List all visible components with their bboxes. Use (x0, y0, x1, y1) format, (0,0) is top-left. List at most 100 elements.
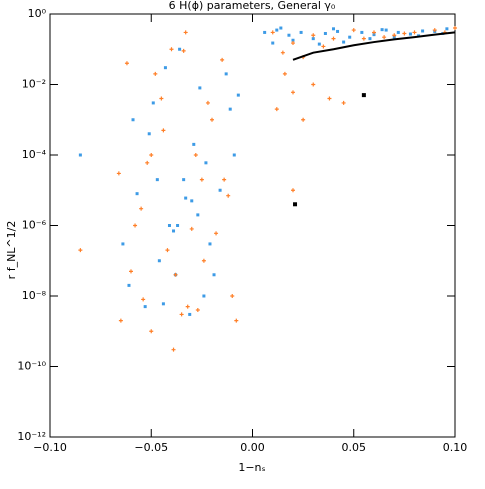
point (78, 153, 82, 157)
point (201, 258, 206, 263)
point (291, 41, 295, 46)
point (228, 107, 232, 111)
point (171, 347, 176, 352)
y-axis-label: r f_NL^1/2 (5, 221, 18, 280)
point (396, 30, 400, 34)
point (185, 304, 190, 309)
point (270, 30, 275, 35)
point (149, 329, 154, 334)
y-tick-label: 10⁻⁴ (22, 148, 47, 161)
point (147, 132, 151, 136)
point (372, 33, 376, 37)
point (190, 199, 194, 203)
point (205, 100, 210, 105)
plot-frame (49, 13, 456, 438)
point (287, 33, 291, 37)
point (151, 101, 155, 105)
point (167, 224, 171, 227)
point (361, 36, 366, 41)
y-tick-label: 10⁻¹⁰ (17, 360, 46, 373)
point (226, 193, 231, 198)
point (341, 100, 346, 105)
point (181, 48, 186, 53)
point (163, 66, 167, 70)
point (214, 231, 219, 236)
point (178, 47, 182, 51)
y-tick-label: 10⁻⁶ (22, 219, 47, 232)
point (402, 31, 407, 36)
point (184, 196, 188, 200)
point (129, 269, 133, 274)
point (291, 38, 295, 42)
point (188, 312, 192, 316)
point (368, 37, 372, 41)
point (299, 30, 303, 34)
point (222, 177, 227, 182)
point (176, 224, 180, 227)
point (317, 42, 321, 46)
point (127, 283, 131, 287)
point (360, 30, 364, 34)
point (311, 37, 315, 41)
point (382, 35, 387, 40)
point (189, 226, 194, 231)
x-tick-label: 0.10 (443, 441, 468, 454)
point (421, 29, 425, 33)
point (131, 118, 135, 122)
x-tick-label: 0.05 (342, 441, 367, 454)
point (279, 26, 283, 30)
point (78, 248, 83, 253)
x-axis-label: 1−nₛ (238, 461, 265, 474)
point (118, 318, 123, 323)
point (182, 178, 186, 182)
chart-title: 6 H(ϕ) parameters, General γ₀ (169, 0, 336, 12)
point (204, 161, 208, 165)
point (173, 272, 178, 277)
x-tick-label: 0.00 (240, 441, 265, 454)
point (380, 28, 384, 32)
point (149, 153, 154, 157)
point (234, 318, 239, 323)
point (218, 188, 222, 192)
point (133, 223, 138, 228)
point (291, 90, 295, 95)
point (192, 142, 196, 146)
point (198, 86, 202, 90)
y-tick-label: 10⁰ (28, 7, 47, 20)
point (348, 35, 352, 39)
y-tick-label: 10⁻⁸ (22, 289, 47, 302)
point (193, 153, 198, 157)
point (199, 177, 204, 182)
point (301, 117, 306, 122)
point (172, 229, 176, 233)
point (169, 47, 174, 52)
point (210, 117, 214, 122)
point (323, 31, 327, 35)
point (372, 30, 376, 35)
point (224, 72, 228, 76)
point (141, 297, 146, 302)
point (331, 36, 336, 41)
point (135, 192, 139, 196)
point (230, 294, 235, 298)
point (195, 308, 200, 313)
point (139, 206, 144, 211)
point (453, 26, 457, 31)
point (153, 71, 158, 76)
point (157, 259, 161, 263)
point (327, 96, 332, 101)
point (165, 248, 170, 253)
point (263, 30, 267, 34)
point (280, 50, 285, 55)
point (202, 294, 206, 298)
point (236, 93, 240, 97)
point (183, 30, 188, 35)
point (275, 28, 279, 32)
y-tick-label: 10⁻¹² (17, 430, 46, 443)
point (336, 29, 340, 33)
point (116, 171, 121, 176)
point (145, 160, 150, 165)
point (212, 273, 216, 277)
point (124, 61, 129, 66)
